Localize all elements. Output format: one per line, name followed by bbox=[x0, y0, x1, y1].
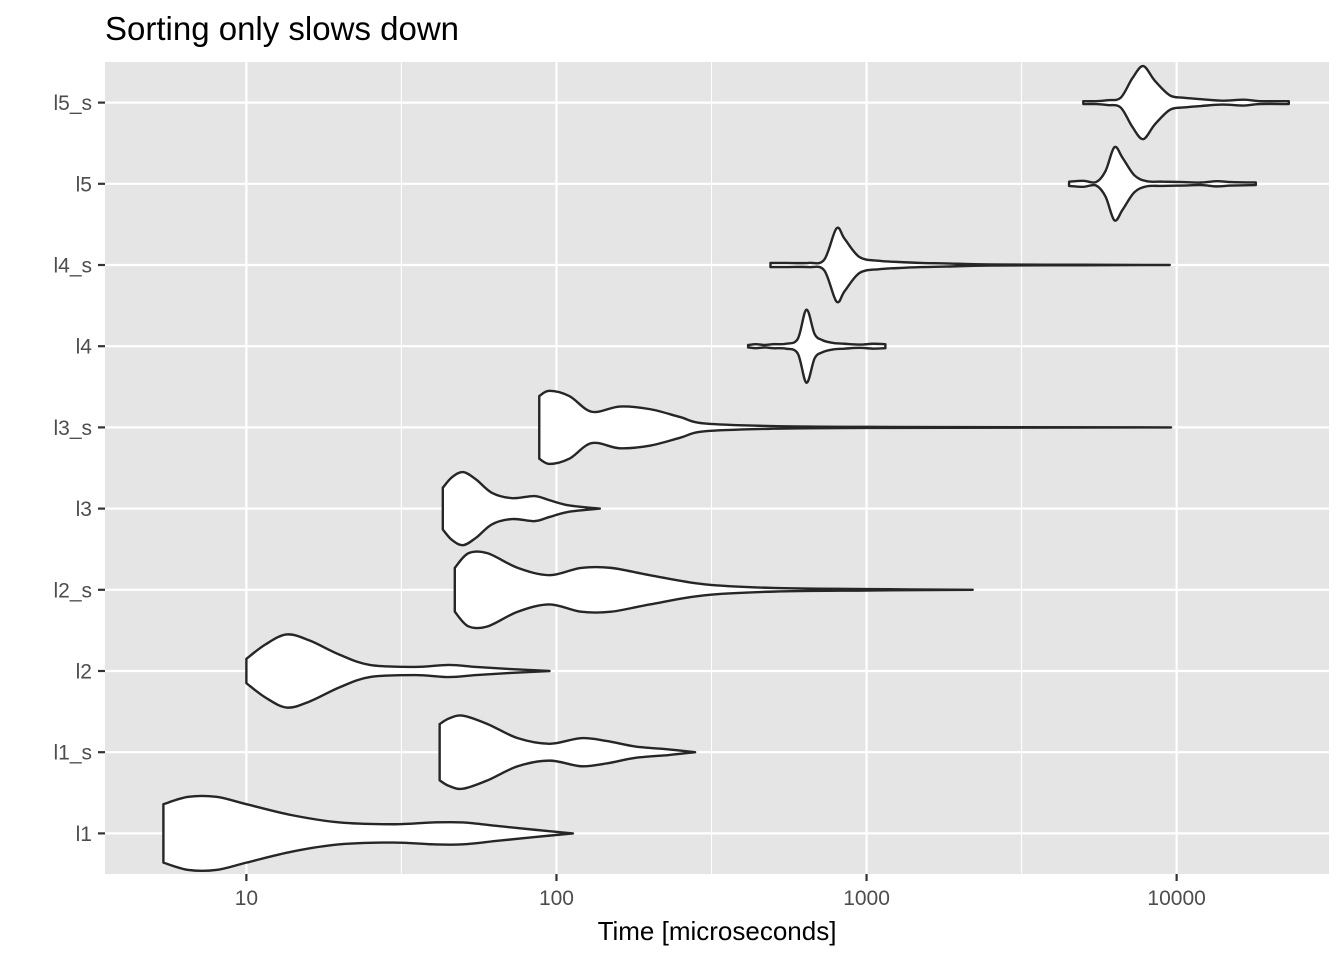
violin-l5_s bbox=[1082, 64, 1290, 141]
y-tick-label-l1: l1 bbox=[76, 823, 92, 846]
x-tick-label: 1000 bbox=[843, 887, 890, 910]
violin-l1 bbox=[162, 794, 575, 873]
y-tick-label-l2_s: l2_s bbox=[53, 579, 92, 602]
violin-l2_s bbox=[453, 550, 974, 630]
x-tick-label: 10 bbox=[235, 887, 258, 910]
violin-l4_s bbox=[769, 226, 1171, 304]
y-tick-label-l3_s: l3_s bbox=[53, 417, 92, 440]
chart-title: Sorting only slows down bbox=[105, 10, 459, 47]
y-tick-label-l1_s: l1_s bbox=[53, 742, 92, 765]
x-axis-title: Time [microseconds] bbox=[598, 916, 837, 946]
y-tick-label-l3: l3 bbox=[76, 498, 92, 521]
violins bbox=[162, 64, 1290, 873]
x-tick-label: 100 bbox=[539, 887, 574, 910]
x-tick-label: 10000 bbox=[1147, 887, 1205, 910]
minor-gridlines bbox=[400, 62, 1023, 874]
y-tick-label-l4_s: l4_s bbox=[53, 255, 92, 278]
y-tick-label-l5: l5 bbox=[76, 173, 92, 196]
x-axis: 10 100 1000 10000 bbox=[235, 874, 1206, 910]
y-tick-label-l5_s: l5_s bbox=[53, 92, 92, 115]
y-axis: l1 l1_s l2 l2_s l3 l3_s l4 l4_s l5 l5_s bbox=[53, 92, 105, 846]
violin-l3_s bbox=[538, 389, 1173, 466]
y-tick-label-l2: l2 bbox=[76, 661, 92, 684]
violin-l3 bbox=[441, 470, 602, 547]
violin-l4 bbox=[746, 308, 887, 384]
violin-l1_s bbox=[438, 714, 697, 791]
y-tick-label-l4: l4 bbox=[76, 336, 93, 359]
violin-l2 bbox=[245, 633, 551, 709]
violin-l5 bbox=[1067, 145, 1257, 222]
